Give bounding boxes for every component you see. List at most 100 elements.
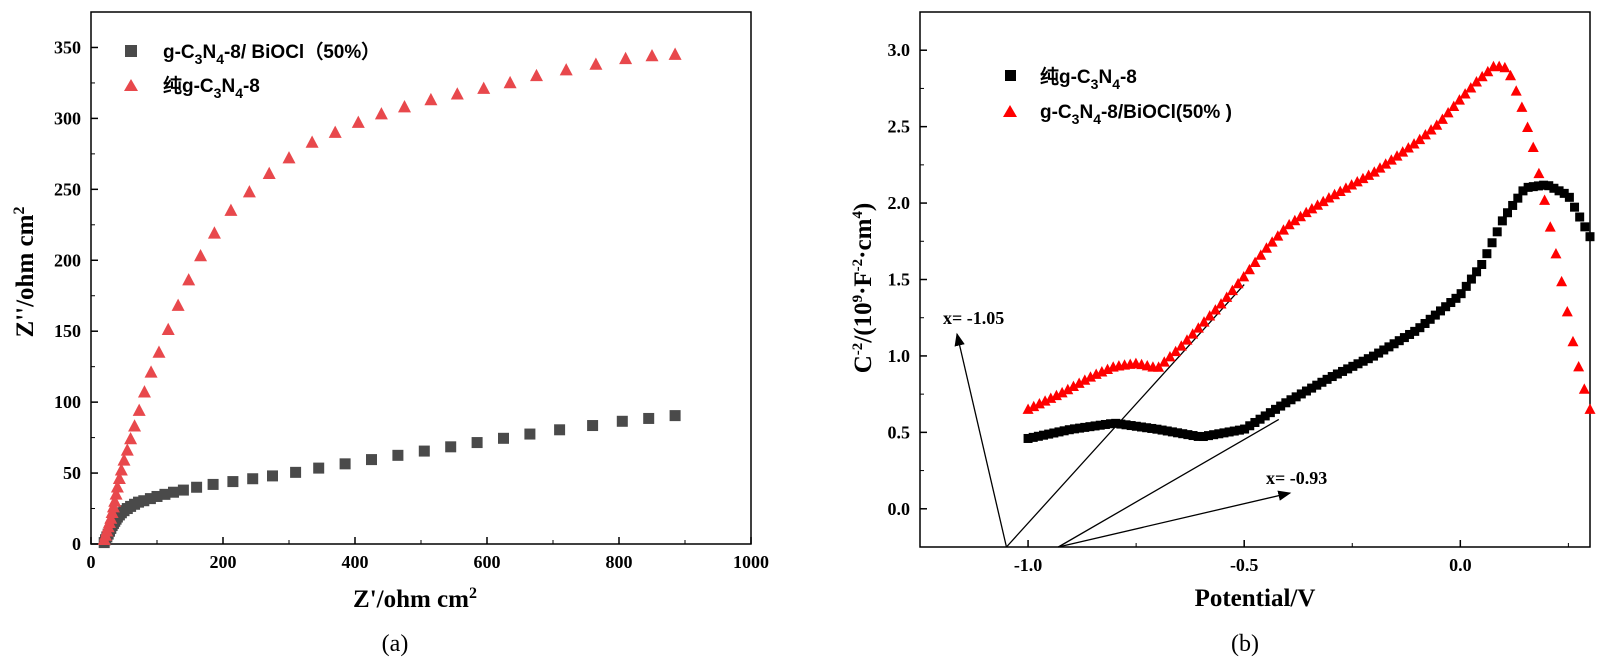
data-point-composite <box>1402 142 1414 153</box>
data-point-pure <box>128 419 142 432</box>
data-point-composite <box>1232 277 1244 289</box>
panel-a-ytick-label: 250 <box>54 179 81 199</box>
data-point-composite <box>498 432 509 444</box>
data-point-composite <box>227 476 239 488</box>
data-point-composite <box>247 473 259 485</box>
data-point-composite <box>1448 100 1460 111</box>
panel-a-ytick-label: 350 <box>54 37 81 57</box>
legend-entry-a2: 纯g-C3N4-8 <box>163 74 260 101</box>
data-point-pure <box>182 273 196 286</box>
data-point-pure <box>1544 181 1554 191</box>
arrow-to-x-0-93 <box>1058 490 1292 548</box>
legend-entry-a1: g-C3N4-8/ BiOCl（50%） <box>163 40 380 67</box>
data-point-composite <box>1164 350 1176 362</box>
data-point-composite <box>138 495 150 507</box>
data-point-composite <box>1533 167 1545 179</box>
legend-marker-triangle <box>1003 105 1017 117</box>
data-point-pure <box>1513 193 1523 203</box>
data-point-pure <box>1301 386 1311 396</box>
data-point-pure <box>1575 212 1585 222</box>
data-point-pure <box>328 125 342 138</box>
data-point-composite <box>1363 169 1375 180</box>
panel-b-ytick-label: 2.5 <box>888 117 911 137</box>
panel-a-ytick-label: 100 <box>54 392 81 412</box>
panel-a-xlabel: Z'/ohm cm2 <box>353 585 477 613</box>
data-point-pure <box>1255 414 1265 424</box>
data-point-pure <box>1528 182 1538 192</box>
data-point-composite <box>290 466 302 478</box>
panel-a-xtick-label: 200 <box>210 552 237 572</box>
panel-a-marks <box>97 47 682 549</box>
data-point-composite <box>1221 291 1233 302</box>
data-point-pure <box>1049 428 1059 438</box>
data-point-composite <box>1215 298 1227 309</box>
data-point-pure <box>1585 232 1595 242</box>
data-point-pure <box>1508 200 1518 210</box>
data-point-pure <box>1564 192 1574 202</box>
legend-marker-square <box>1005 70 1016 81</box>
panel-b-ytick-label: 0.5 <box>888 422 911 442</box>
data-point-composite <box>1153 361 1165 372</box>
panel-b: -1.0 -0.5 0.0 0.0 0.5 1.0 1.5 2.0 2.5 3.0 纯g-C3N4… <box>850 11 1596 657</box>
data-point-pure <box>645 48 659 62</box>
data-point-pure <box>374 107 388 120</box>
data-point-pure <box>1126 421 1136 431</box>
data-point-pure <box>1260 411 1270 421</box>
data-point-pure <box>1296 389 1306 399</box>
data-point-pure <box>242 185 256 198</box>
data-point-composite <box>1062 383 1074 395</box>
data-point-pure <box>1456 289 1466 299</box>
panel-b-ytick-label: 1.0 <box>888 346 911 366</box>
data-point-pure <box>1116 419 1126 429</box>
data-point-pure <box>1539 180 1549 190</box>
data-point-composite <box>669 410 681 422</box>
data-point-pure <box>1142 423 1152 433</box>
data-point-composite <box>616 415 628 427</box>
data-point-pure <box>1204 431 1214 441</box>
data-point-pure <box>351 115 365 128</box>
panel-a-ticks: 0 200 400 600 800 1000 0 50 100 150 200 250 300 350 <box>54 37 769 572</box>
data-point-pure <box>1214 429 1224 439</box>
panel-b-ytick-label: 3.0 <box>888 40 911 60</box>
data-point-composite <box>1209 304 1221 315</box>
panel-b-xtick-label: -1.0 <box>1014 555 1043 575</box>
data-point-pure <box>1487 238 1497 248</box>
data-point-composite <box>1329 188 1341 200</box>
data-point-composite <box>267 470 278 482</box>
data-point-composite <box>1056 386 1068 398</box>
data-point-pure <box>1276 401 1286 411</box>
data-point-composite <box>1374 162 1386 173</box>
data-point-pure <box>450 87 464 100</box>
data-point-pure <box>1523 182 1533 192</box>
data-point-composite <box>1453 94 1465 105</box>
data-point-pure <box>1317 377 1327 387</box>
data-point-composite <box>1351 175 1363 187</box>
data-point-pure <box>1152 424 1162 434</box>
data-point-pure <box>1492 227 1502 237</box>
data-point-pure <box>398 100 411 113</box>
data-point-pure <box>1095 420 1105 430</box>
data-point-pure <box>1198 432 1208 442</box>
data-point-pure <box>1394 336 1404 346</box>
data-point-composite <box>1346 179 1358 190</box>
data-point-pure <box>1549 183 1559 193</box>
data-point-composite <box>313 462 325 474</box>
data-point-pure <box>1441 302 1451 312</box>
panel-b-ytick-label: 2.0 <box>888 193 911 213</box>
data-point-composite <box>1522 121 1534 132</box>
panel-a-ytick-label: 200 <box>54 250 81 270</box>
data-point-composite <box>1465 82 1477 93</box>
data-point-pure <box>1461 281 1471 291</box>
data-point-composite <box>1334 185 1346 196</box>
data-point-pure <box>144 365 158 378</box>
data-point-composite <box>1272 230 1284 241</box>
data-point-pure <box>1271 404 1281 414</box>
panel-a-ytick-label: 50 <box>63 463 81 483</box>
data-point-composite <box>418 445 430 457</box>
data-point-pure <box>589 57 603 70</box>
data-point-pure <box>305 135 319 148</box>
panel-a-caption: (a) <box>382 631 409 657</box>
data-point-pure <box>1075 423 1085 433</box>
panel-a-ytick-label: 150 <box>54 321 81 341</box>
